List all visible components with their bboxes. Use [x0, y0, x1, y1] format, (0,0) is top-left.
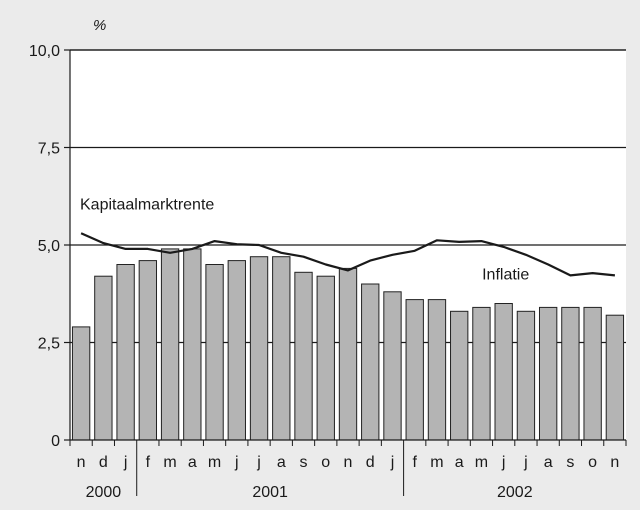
bar-inflatie: [361, 283, 380, 441]
x-tick-label: n: [77, 454, 86, 471]
x-tick-label: m: [430, 454, 443, 471]
bar-inflatie: [472, 306, 491, 441]
x-tick-label: s: [566, 454, 574, 471]
x-tick-label: m: [208, 454, 221, 471]
x-tick-label: j: [234, 454, 239, 471]
bar-inflatie: [205, 264, 224, 441]
x-tick-label: o: [321, 454, 330, 471]
bar-inflatie: [294, 271, 313, 441]
bar-inflatie: [538, 306, 558, 441]
y-unit-label: %: [93, 17, 106, 34]
bar-inflatie: [71, 326, 91, 441]
x-tick-label: m: [475, 454, 488, 471]
bar-inflatie: [249, 256, 269, 441]
bar-inflatie: [338, 267, 358, 441]
bar-inflatie: [605, 314, 625, 441]
bar-inflatie: [427, 299, 447, 441]
bar-inflatie: [494, 303, 513, 441]
bar-inflatie: [383, 291, 402, 441]
y-tick-label: 0: [51, 433, 60, 450]
x-tick-label: j: [501, 454, 506, 471]
x-tick-label: d: [366, 454, 375, 471]
bar-inflatie: [160, 248, 180, 441]
line-kapitaalmarktrente: [80, 232, 616, 277]
x-tick-label: a: [455, 454, 464, 471]
bar-inflatie: [561, 306, 580, 441]
x-tick-label: j: [256, 454, 261, 471]
y-tick-label: 10,0: [29, 43, 60, 60]
bar-inflatie: [116, 264, 135, 441]
x-tick-label: n: [610, 454, 619, 471]
year-label: 2000: [86, 484, 122, 501]
bar-inflatie: [227, 260, 246, 441]
x-tick-label: n: [344, 454, 353, 471]
y-tick-label: 2,5: [38, 336, 60, 353]
x-tick-label: a: [188, 454, 197, 471]
bar-inflatie: [138, 260, 158, 441]
x-tick-label: d: [99, 454, 108, 471]
x-tick-label: o: [588, 454, 597, 471]
x-tick-label: j: [390, 454, 395, 471]
x-tick-label: s: [300, 454, 308, 471]
x-tick-label: m: [163, 454, 176, 471]
bar-inflatie: [272, 256, 291, 441]
bar-inflatie: [516, 310, 536, 441]
bar-inflatie: [583, 306, 602, 441]
bar-inflatie: [316, 275, 335, 441]
bar-inflatie: [94, 275, 113, 441]
y-tick-label: 7,5: [38, 141, 60, 158]
x-tick-label: j: [523, 454, 528, 471]
x-tick-label: j: [123, 454, 128, 471]
bar-inflatie: [450, 310, 469, 441]
annotation-kapitaalmarktrente: Kapitaalmarktrente: [80, 196, 214, 213]
x-tick-label: f: [146, 454, 151, 471]
x-tick-label: f: [412, 454, 417, 471]
year-label: 2001: [252, 484, 288, 501]
annotation-inflatie: Inflatie: [482, 267, 529, 284]
y-tick-label: 5,0: [38, 238, 60, 255]
bar-inflatie: [183, 248, 202, 441]
x-tick-label: a: [544, 454, 553, 471]
year-label: 2002: [497, 484, 533, 501]
x-tick-label: a: [277, 454, 286, 471]
bar-inflatie: [405, 299, 424, 441]
